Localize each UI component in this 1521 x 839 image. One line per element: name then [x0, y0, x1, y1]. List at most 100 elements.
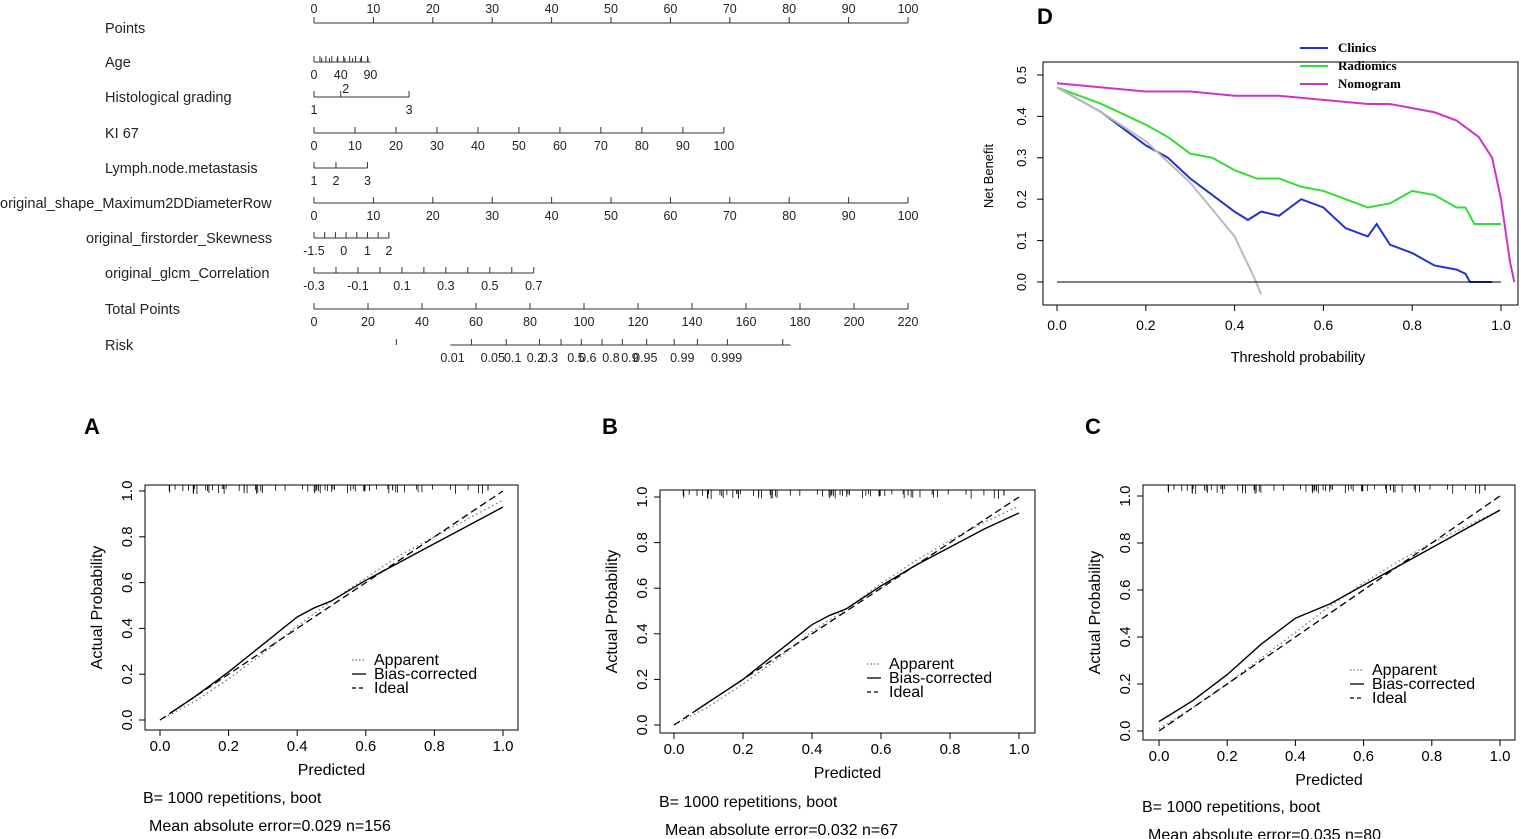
dca-line-radiomics: [1056, 86, 1501, 226]
nomogram-tick-label: 140: [682, 315, 703, 329]
nomogram-tick-label: 0: [340, 244, 347, 258]
cal-x-tick-label: 0.6: [1353, 748, 1374, 765]
cal-x-tick-label: 1.0: [1490, 748, 1511, 765]
nomogram-tick-label: 70: [723, 209, 737, 223]
nomogram-tick-label: 3: [364, 174, 371, 188]
decision-curve-chart: 0.0 0.1 0.2 0.3 0.4 0.5 0.0 0.2 0.4 0.6 0.8 1.0 Thre…: [981, 40, 1519, 366]
nomogram-row-histological-grading: Histological grading 1 3 2: [105, 82, 413, 117]
dca-legend-label-nomogram: Nomogram: [1338, 76, 1401, 91]
cal-x-tick-label: 0.0: [1149, 748, 1170, 765]
cal-line-ideal: [159, 490, 504, 721]
nomogram-tick-label: 0.6: [579, 351, 596, 365]
cal-y-tick-label: 0.2: [634, 669, 651, 690]
cal-x-axis-title: Predicted: [814, 765, 882, 782]
nomogram-tick-label: 40: [471, 139, 485, 153]
nomogram-label: Lymph.node.metastasis: [105, 161, 258, 177]
dca-line-nomogram: [1056, 82, 1516, 283]
nomogram-tick-label: 70: [723, 2, 737, 16]
nomogram-tick-label: 40: [545, 209, 559, 223]
nomogram-row-lymph-node-metastasis: Lymph.node.metastasis 1 2 3: [105, 161, 371, 188]
cal-x-tick-label: 0.4: [1285, 748, 1306, 765]
cal-line-bias-corrected: [694, 512, 1020, 712]
nomogram-tick-label: 60: [469, 315, 483, 329]
nomogram-tick-label: 0.5: [481, 279, 498, 293]
dca-line-all: [1056, 86, 1263, 295]
cal-y-tick-label: 0.6: [634, 578, 651, 599]
cal-x-axis-title: Predicted: [298, 762, 366, 779]
cal-y-tick-label: 0.2: [119, 664, 136, 685]
dca-y-axis-title: Net Benefit: [981, 143, 996, 208]
nomogram-tick-label: 0: [311, 68, 318, 82]
nomogram-tick-label: 3: [406, 103, 413, 117]
nomogram-label: original_firstorder_Skewness: [86, 231, 272, 247]
nomogram-tick-label: 0.1: [504, 351, 521, 365]
cal-x-tick-label: 0.2: [1217, 748, 1238, 765]
nomogram-tick-label: 2: [385, 244, 392, 258]
dca-y-tick-label: 0.3: [1014, 149, 1029, 167]
nomogram-tick-label: 80: [782, 209, 796, 223]
dca-y-tick-label: 0.0: [1014, 273, 1029, 291]
cal-legend-label-apparent: Apparent: [889, 656, 954, 673]
panel-label-a: A: [84, 414, 100, 439]
nomogram-label: Points: [105, 21, 145, 37]
cal-note: Mean absolute error=0.035 n=80: [1148, 827, 1381, 839]
nomogram-tick-label: 0.999: [711, 351, 742, 365]
calibration-chart-a: 0.0 0.2 0.4 0.6 0.8 1.0 0.0 0.2 0.4 0.6 0.8 1.0 Pred…: [89, 481, 519, 835]
calibration-chart-c: 0.0 0.2 0.4 0.6 0.8 1.0 0.0 0.2 0.4 0.6 0.8 1.0 Pred…: [1087, 484, 1516, 839]
nomogram-tick-label: 100: [898, 2, 919, 16]
nomogram-label: Risk: [105, 338, 134, 354]
cal-note: Mean absolute error=0.032 n=67: [665, 822, 898, 839]
nomogram-tick-label: 20: [361, 315, 375, 329]
cal-y-tick-label: 0.4: [634, 623, 651, 644]
cal-legend-label-bias-corrected: Bias-corrected: [1372, 676, 1475, 693]
nomogram-row-risk: Risk 0.01 0.05 0.1 0.20.3 0.50.6 0.8 0.90.95 0.9…: [105, 338, 791, 365]
nomogram-tick-label: 30: [430, 139, 444, 153]
nomogram-tick-label: 70: [594, 139, 608, 153]
cal-line-bias-corrected: [1158, 509, 1501, 723]
dca-x-tick-label: 0.6: [1314, 317, 1334, 333]
nomogram-tick-label: 60: [663, 209, 677, 223]
nomogram-tick-label: 0.3: [541, 351, 558, 365]
nomogram-tick-label: 90: [842, 209, 856, 223]
nomogram-tick-label: 20: [426, 209, 440, 223]
nomogram-tick-label: -1.5: [303, 244, 325, 258]
dca-x-tick-label: 0.4: [1225, 317, 1245, 333]
cal-y-tick-label: 1.0: [634, 487, 651, 508]
nomogram-tick-label: 0.99: [670, 351, 694, 365]
cal-y-tick-label: 0.6: [1117, 580, 1134, 601]
cal-x-tick-label: 0.8: [424, 738, 445, 755]
nomogram-row-total-points: Total Points 0 20 40 60 80 100 120 140 160 180 200 2…: [105, 302, 918, 329]
cal-note: Mean absolute error=0.029 n=156: [149, 818, 391, 835]
cal-x-tick-label: 0.8: [940, 741, 961, 758]
nomogram-tick-label: 50: [604, 209, 618, 223]
nomogram-tick-label: 120: [628, 315, 649, 329]
cal-x-tick-label: 0.0: [150, 738, 171, 755]
cal-plot-frame: [659, 489, 1036, 734]
cal-plot-frame: [1142, 484, 1516, 741]
cal-legend-label-ideal: Ideal: [889, 684, 924, 701]
cal-legend-label-bias-corrected: Bias-corrected: [374, 666, 477, 683]
calibration-chart-b: 0.0 0.2 0.4 0.6 0.8 1.0 0.0 0.2 0.4 0.6 0.8 1.0 Pred…: [604, 487, 1036, 839]
nomogram-tick-label: 80: [782, 2, 796, 16]
dca-y-tick-label: 0.4: [1014, 107, 1029, 125]
panel-label-c: C: [1085, 414, 1101, 439]
cal-legend-label-ideal: Ideal: [1372, 690, 1407, 707]
dca-legend-label-radiomics: Radiomics: [1338, 58, 1397, 73]
nomogram-tick-label: 90: [676, 139, 690, 153]
cal-y-axis-title: Actual Probability: [89, 546, 106, 670]
dca-x-tick-label: 0.2: [1136, 317, 1156, 333]
dca-series-group: [1056, 82, 1516, 295]
nomogram-tick-label: 40: [545, 2, 559, 16]
cal-y-tick-label: 1.0: [1117, 486, 1134, 507]
panel-label-b: B: [602, 414, 618, 439]
cal-y-tick-label: 0.8: [634, 532, 651, 553]
cal-y-tick-label: 0.2: [1117, 674, 1134, 695]
nomogram-tick-label: 0: [311, 2, 318, 16]
cal-y-tick-label: 1.0: [119, 481, 136, 502]
nomogram-tick-label: 0.1: [393, 279, 410, 293]
cal-line-bias-corrected: [169, 506, 504, 714]
dca-y-tick-label: 0.5: [1014, 66, 1029, 84]
cal-line-ideal: [673, 496, 1020, 726]
cal-y-tick-label: 0.6: [119, 572, 136, 593]
